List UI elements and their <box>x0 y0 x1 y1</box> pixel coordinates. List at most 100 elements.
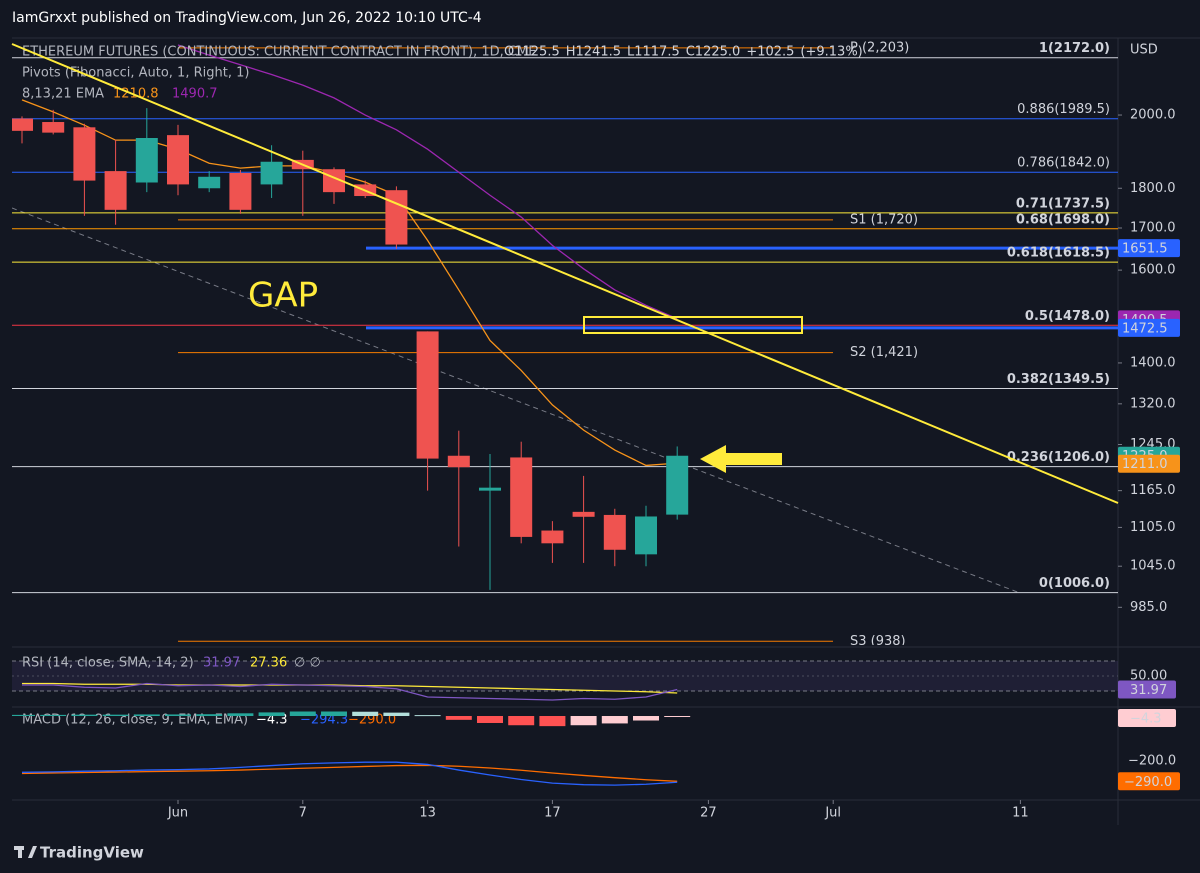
candle-body <box>229 172 252 210</box>
macd-histogram-bar <box>133 714 160 717</box>
macd-histogram-bar <box>445 716 472 720</box>
candle-body <box>260 161 283 185</box>
rsi-ma-value: 27.36 <box>250 656 287 671</box>
pivot-label: S1 (1,720) <box>850 212 918 227</box>
candle-body <box>385 190 408 245</box>
price-label: 1651.5 <box>1122 242 1168 257</box>
y-tick-label: 1600.0 <box>1130 263 1176 278</box>
rsi-legend: RSI (14, close, SMA, 14, 2) <box>22 656 194 671</box>
arrow <box>700 445 782 473</box>
chart-title: ETHEREUM FUTURES (CONTINUOUS: CURRENT CO… <box>22 45 536 60</box>
gap-annotation: GAP <box>248 276 318 316</box>
macd-histogram-bar <box>196 714 223 717</box>
macd-line <box>21 761 678 786</box>
fib-label: 0.382(1349.5) <box>1007 372 1110 387</box>
ohlc-value: L1117.5 <box>627 45 680 60</box>
macd-histogram-bar <box>477 716 503 723</box>
rsi-ma-line <box>22 682 678 694</box>
fib-label: 0.786(1842.0) <box>1017 156 1110 171</box>
fib-label: 0.236(1206.0) <box>1007 450 1110 465</box>
macd-histogram-bar <box>12 714 35 717</box>
macd-histogram-bar <box>321 711 347 717</box>
candle-body <box>198 176 221 189</box>
x-tick-label: 27 <box>700 806 717 821</box>
rsi-label-box <box>1118 680 1176 699</box>
price-label: 1211.0 <box>1122 457 1168 472</box>
pivot-label: S3 (938) <box>850 634 906 649</box>
y-tick-label: 985.0 <box>1130 600 1167 615</box>
y-tick-label: 1400.0 <box>1130 355 1176 370</box>
fib-label: 0.68(1698.0) <box>1016 212 1110 227</box>
candle-body <box>603 514 626 550</box>
candle-body <box>666 455 689 515</box>
main-pane: P (2,203) S1 (1,720) S2 (1,421) S3 (938) <box>12 40 1118 649</box>
ohlc-value: H1241.5 <box>566 45 621 60</box>
macd-signal-label-box <box>1118 772 1180 791</box>
logo-mark <box>28 846 37 858</box>
ema-line <box>21 99 678 467</box>
candle-body <box>510 457 533 537</box>
macd-histogram-bar <box>414 715 441 717</box>
candle-body <box>572 511 595 517</box>
macd-signal-line <box>21 764 678 782</box>
macd-tick-label: −200.0 <box>1128 754 1176 769</box>
x-tick-label: 17 <box>544 806 561 821</box>
fib-label: 0.71(1737.5) <box>1016 196 1110 211</box>
y-tick-label: 1045.0 <box>1130 559 1176 574</box>
macd-histogram-bar <box>601 716 628 724</box>
candle-body <box>167 135 189 185</box>
y-tick-label: 1800.0 <box>1130 181 1176 196</box>
candle-body <box>541 530 564 544</box>
macd-histogram-bar <box>165 714 191 717</box>
macd-hist-label: −4.3 <box>1130 711 1162 726</box>
candle-body <box>416 331 439 459</box>
macd-histogram-bar <box>633 716 659 721</box>
candle-body <box>73 127 96 181</box>
ema-legend: 8,13,21 EMA <box>22 87 104 102</box>
macd-histogram-bar <box>289 711 316 717</box>
trend-line <box>11 43 1119 504</box>
fib-label: 0.5(1478.0) <box>1025 309 1110 324</box>
logo-mark <box>18 846 22 858</box>
rsi-label: 31.97 <box>1130 683 1167 698</box>
macd-histogram-bar <box>227 713 254 717</box>
x-tick-label: 11 <box>1012 806 1029 821</box>
macd-histogram-bar <box>570 716 597 726</box>
fib-label: 0.886(1989.5) <box>1017 102 1110 117</box>
macd-histogram-bar <box>102 714 129 717</box>
highlight-box <box>583 316 803 334</box>
price-label-box <box>1118 454 1180 473</box>
ohlc-value: (+9.13%) <box>800 45 862 60</box>
publish-header: IamGrxxt published on TradingView.com, J… <box>12 10 482 26</box>
x-tick-label: Jun <box>167 806 188 821</box>
ohlc-value: C1225.0 <box>686 45 741 60</box>
macd-signal-label: −290.0 <box>1124 775 1172 790</box>
ema-value: 1490.7 <box>172 87 218 102</box>
macd-histogram-bar <box>664 716 691 718</box>
ohlc-value: +102.5 <box>746 45 794 60</box>
macd-histogram-bar <box>539 716 566 727</box>
macd-value: −294.3 <box>300 713 348 728</box>
macd-signal-value: −290.0 <box>348 713 396 728</box>
pivots-legend: Pivots (Fibonacci, Auto, 1, Right, 1) <box>22 66 249 81</box>
ema-line <box>177 44 678 320</box>
pivot-label: S2 (1,421) <box>850 345 918 360</box>
rsi-tick-label: 50.00 <box>1130 669 1167 684</box>
macd-histogram-bar <box>383 712 410 717</box>
candle-body <box>635 516 657 555</box>
y-tick-label: 2000.0 <box>1130 108 1176 123</box>
candle-body <box>104 171 127 210</box>
rsi-value: 31.97 <box>203 656 240 671</box>
y-tick-label: 1700.0 <box>1130 220 1176 235</box>
macd-histogram-bar <box>40 714 67 717</box>
y-tick-label: 1165.0 <box>1130 483 1176 498</box>
macd-legend: MACD (12, 26, close, 9, EMA, EMA) <box>22 713 248 728</box>
currency-label: USD <box>1130 43 1158 58</box>
ohlc-value: O1125.5 <box>504 45 560 60</box>
macd-histogram-bar <box>258 712 285 717</box>
price-label: 1472.5 <box>1122 321 1168 336</box>
footer-brand: TradingView <box>40 844 144 862</box>
rsi-empty: ∅ ∅ <box>294 656 321 671</box>
candle-body <box>479 487 501 491</box>
